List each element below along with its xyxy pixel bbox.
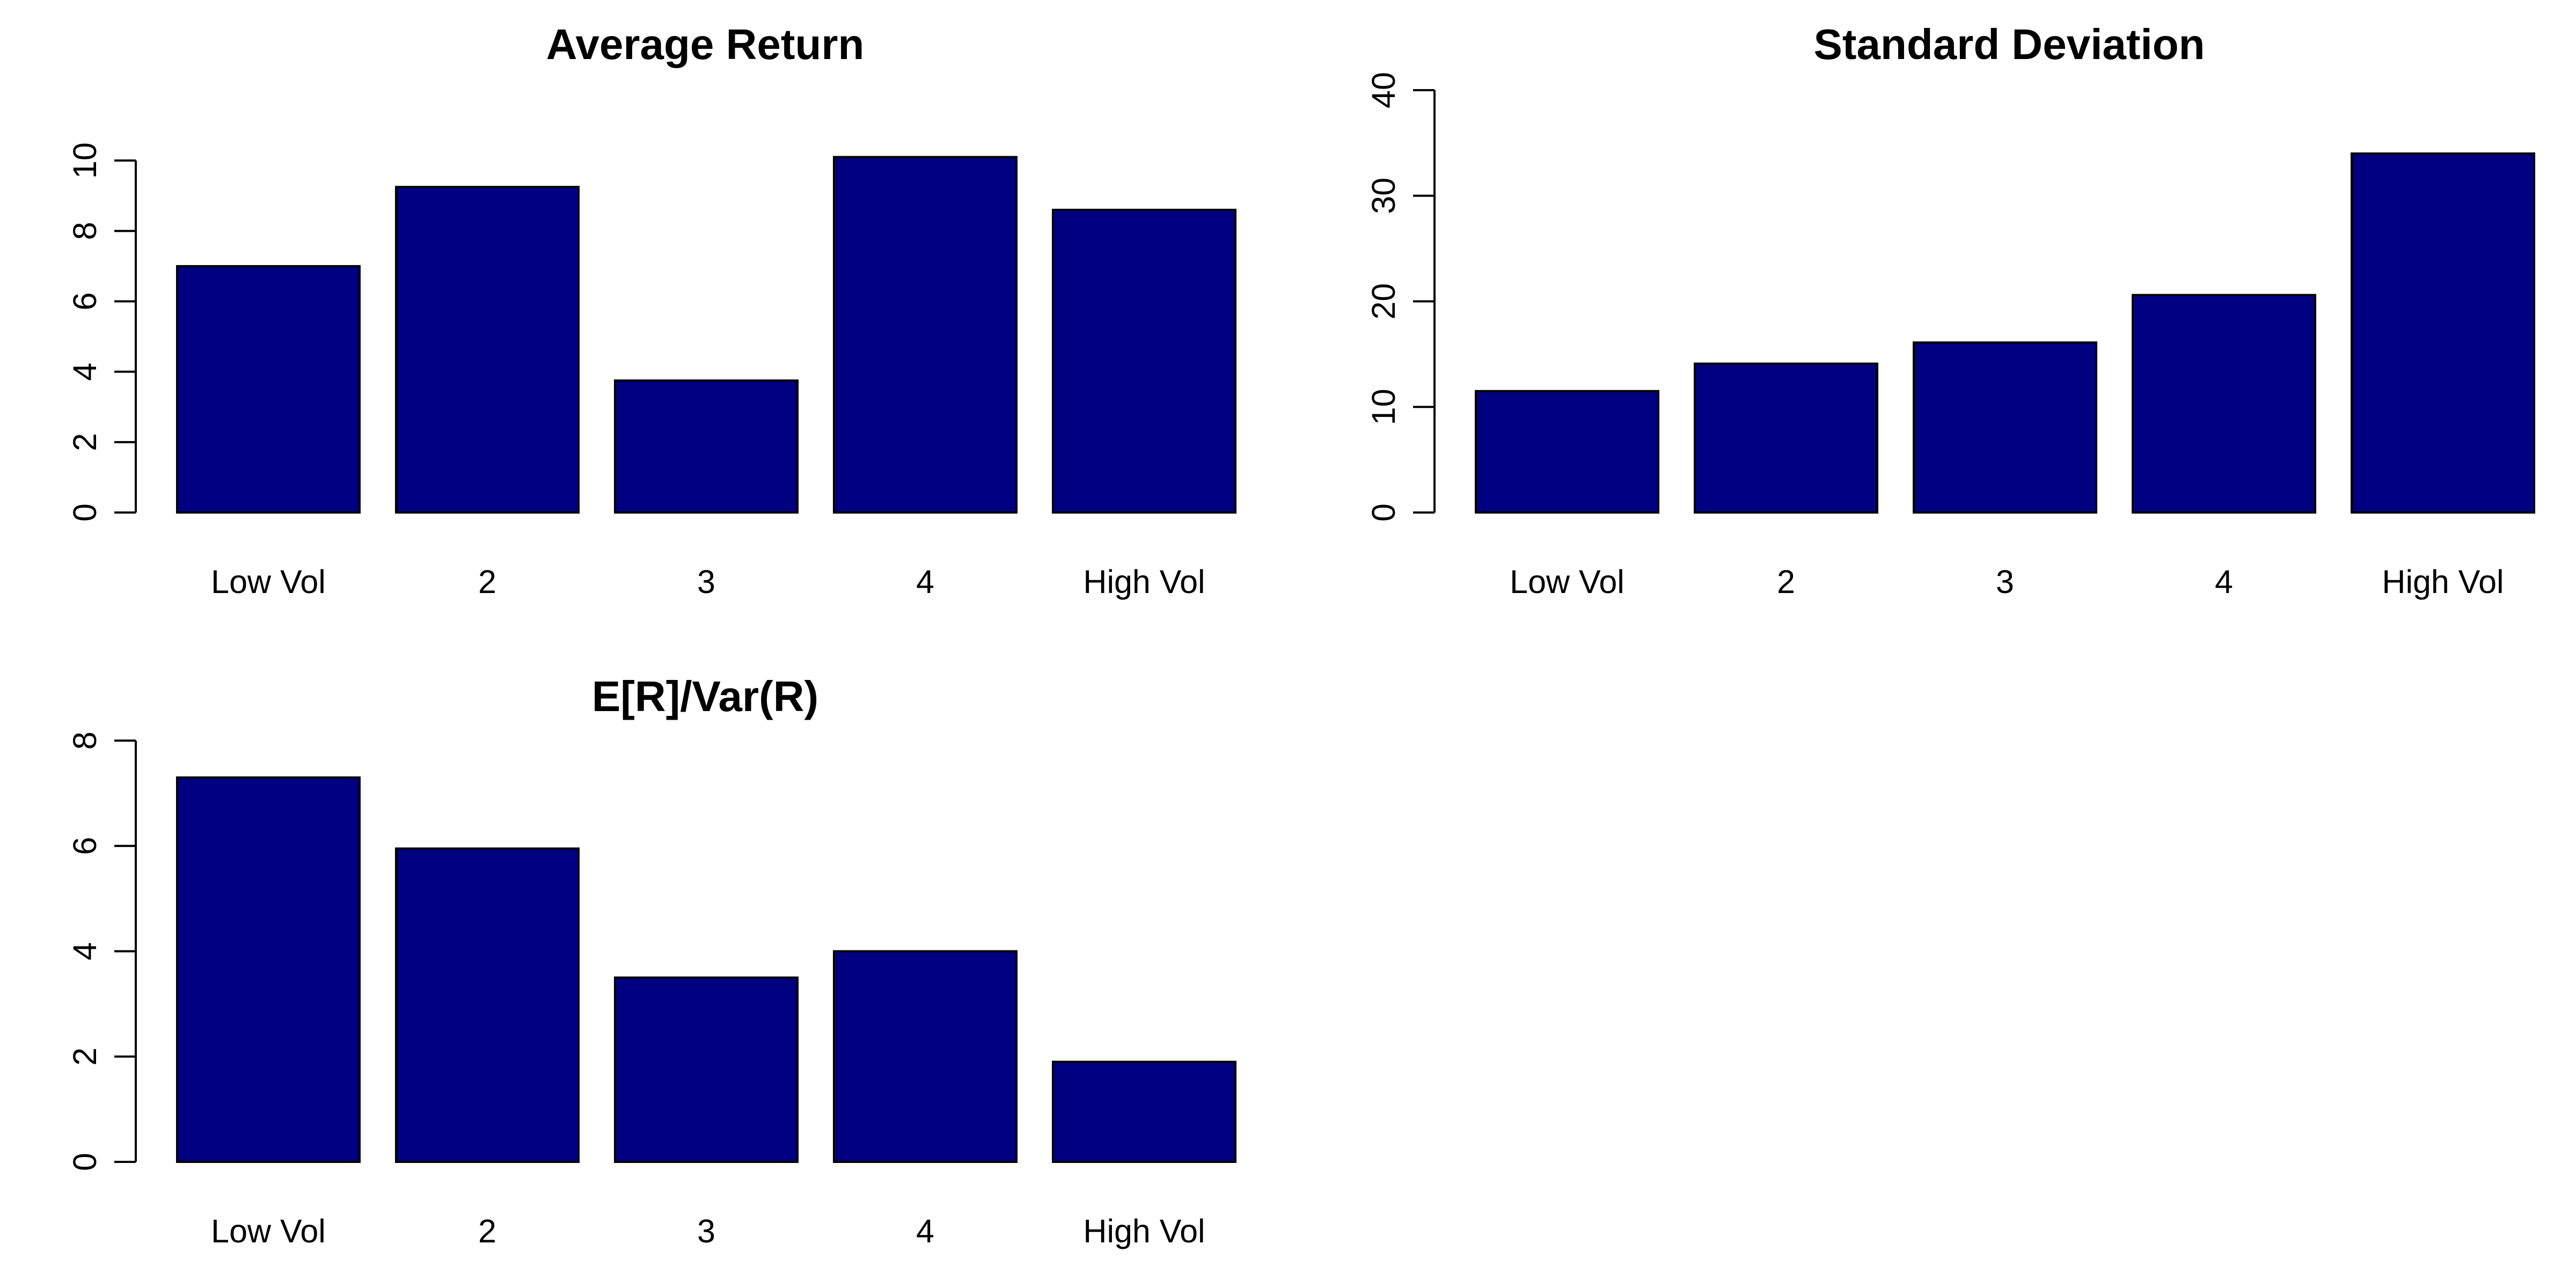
panel-average-return: Average Return 0 2 4 6 8 10 Low Vol 2 3 4 High Vol — [67, 20, 1236, 600]
y-tick-label: 6 — [67, 837, 103, 855]
y-tick-label: 0 — [67, 1153, 103, 1171]
x-category-label: High Vol — [2382, 564, 2504, 600]
y-tick-label: 0 — [1365, 503, 1402, 522]
y-tick-label: 20 — [1365, 283, 1402, 320]
bar — [176, 776, 361, 1163]
bar — [1052, 1060, 1236, 1163]
x-category-label: 2 — [478, 564, 496, 600]
bar — [833, 156, 1018, 514]
bar — [614, 976, 799, 1163]
x-category-label: Low Vol — [1510, 564, 1624, 600]
x-category-label: 3 — [697, 1213, 715, 1249]
x-category-label: 2 — [478, 1213, 496, 1249]
bar — [833, 950, 1018, 1163]
y-tick-label: 4 — [67, 363, 103, 381]
bar — [2132, 294, 2316, 514]
chart-title: E[R]/Var(R) — [592, 672, 818, 720]
x-category-label: 4 — [2215, 564, 2233, 600]
x-category-label: 4 — [916, 1213, 934, 1249]
y-tick-label: 2 — [67, 1048, 103, 1066]
y-tick-label: 10 — [67, 142, 103, 179]
y-tick-label: 40 — [1365, 72, 1402, 108]
bar — [2351, 152, 2535, 514]
bar — [395, 186, 580, 514]
x-category-label: High Vol — [1083, 564, 1205, 600]
x-category-label: Low Vol — [211, 1213, 326, 1249]
y-tick-label: 8 — [67, 222, 103, 240]
y-tick-label: 10 — [1365, 389, 1402, 425]
y-tick-label: 30 — [1365, 178, 1402, 214]
x-category-label: Low Vol — [211, 564, 326, 600]
y-tick-label: 2 — [67, 433, 103, 451]
bar — [1052, 208, 1236, 514]
y-tick-label: 6 — [67, 292, 103, 311]
bar — [1913, 341, 2097, 514]
panel-standard-deviation: Standard Deviation 0 10 20 30 40 Low Vol 2 3 4 Hi… — [1365, 20, 2535, 600]
y-tick-label: 8 — [67, 731, 103, 750]
bar — [395, 847, 580, 1163]
x-category-label: 3 — [1996, 564, 2014, 600]
chart-title: Average Return — [546, 20, 865, 68]
x-category-label: 4 — [916, 564, 934, 600]
x-category-label: 2 — [1777, 564, 1795, 600]
x-category-label: 3 — [697, 564, 715, 600]
bar — [614, 379, 799, 514]
x-category-label: High Vol — [1083, 1213, 1205, 1249]
bar — [1475, 390, 1659, 514]
chart-title: Standard Deviation — [1813, 20, 2205, 68]
y-tick-label: 0 — [67, 503, 103, 522]
bar — [176, 265, 361, 514]
panel-er-var-r: E[R]/Var(R) 0 2 4 6 8 Low Vol 2 3 4 High Vol — [67, 672, 1236, 1249]
y-tick-label: 4 — [67, 942, 103, 961]
bar — [1694, 362, 1878, 514]
